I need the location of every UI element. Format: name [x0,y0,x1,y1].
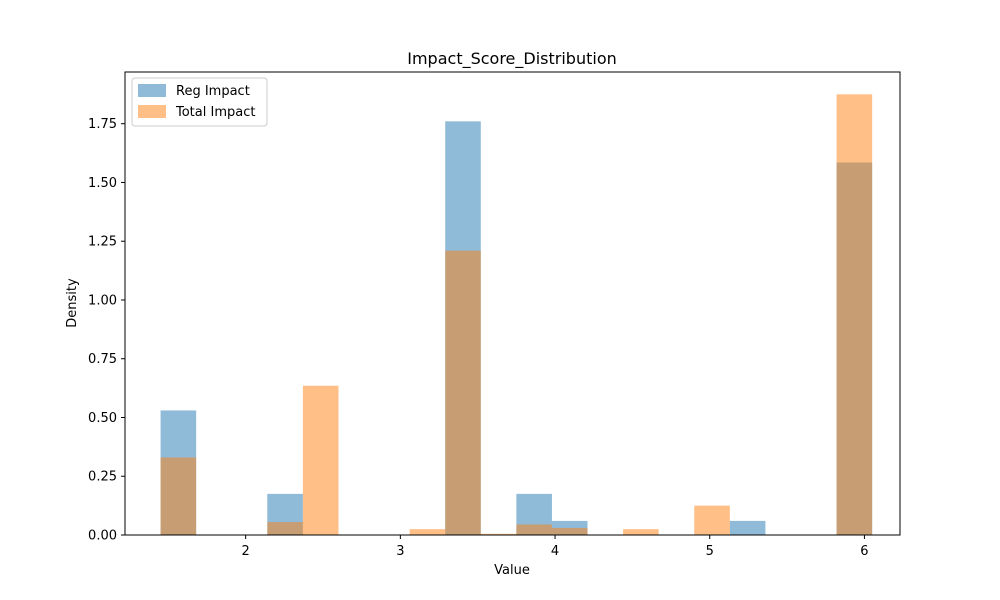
axes-layer [124,71,901,536]
bar-total-impact-3 [267,522,303,535]
y-tick-label: 0.00 [88,529,117,544]
x-tick-label: 3 [396,544,404,559]
y-tick-label: 1.00 [88,293,117,308]
y-tick-label: 1.50 [88,176,117,191]
bar-total-impact-0 [160,457,197,535]
bar-total-impact-19 [836,94,873,536]
x-tick-label: 5 [706,544,714,559]
y-tick-label: 1.75 [88,117,117,132]
x-tick-label: 2 [242,544,250,559]
chart-title: Impact_Score_Distribution [407,49,617,69]
legend: Reg Impact Total Impact [131,77,268,127]
x-tick-label: 4 [551,544,559,559]
bar-reg-impact-16 [729,520,766,535]
legend-swatch-reg-impact [138,84,166,97]
axes-frame [124,71,901,536]
y-tick-label: 0.75 [88,352,117,367]
ticks-layer: 2 3 4 5 6 0.00 0.25 0.50 0.75 1.00 1.25 1.50 1.75 [88,117,869,559]
bar-total-impact-8 [445,250,481,535]
bars-layer [160,94,873,536]
bar-total-impact-4 [302,385,339,535]
y-axis-label: Density [65,278,80,328]
bar-total-impact-7 [409,529,446,535]
y-tick-label: 1.25 [88,235,117,250]
x-tick-label: 6 [860,544,868,559]
legend-label-total-impact: Total Impact [175,105,255,120]
legend-swatch-total-impact [138,105,166,118]
x-axis-label: Value [494,563,530,578]
bar-total-impact-13 [623,529,659,535]
bar-total-impact-11 [551,527,588,535]
legend-label-reg-impact: Reg Impact [176,84,250,99]
bar-total-impact-15 [694,505,730,535]
bar-total-impact-10 [516,524,552,535]
y-tick-label: 0.50 [88,411,117,426]
bar-total-impact-9 [480,533,517,535]
y-tick-label: 0.25 [88,470,117,485]
